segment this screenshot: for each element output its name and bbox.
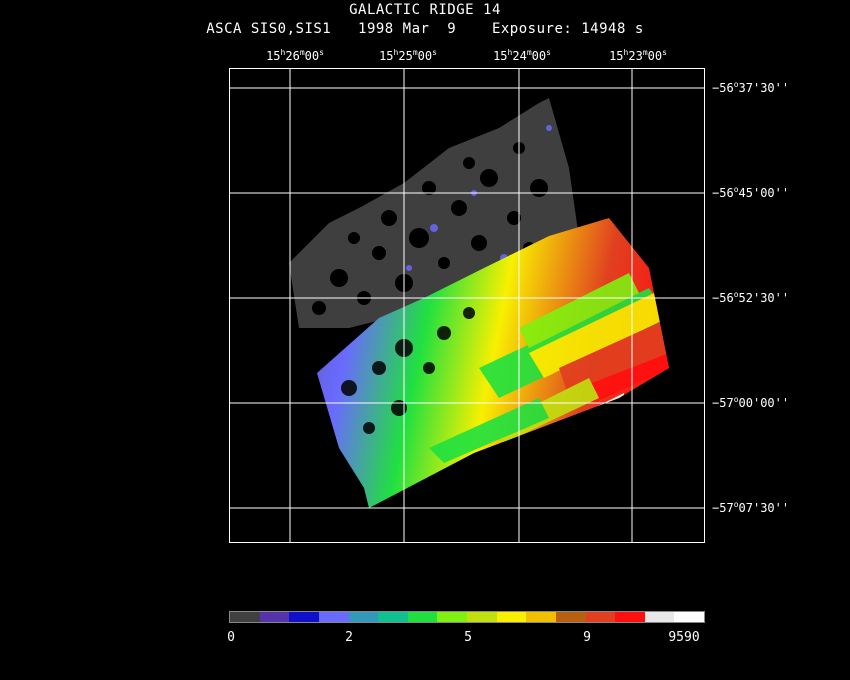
image-title: GALACTIC RIDGE 14	[349, 2, 501, 18]
dec-tick-label: −56o45'00''	[712, 185, 790, 200]
dec-tick-label: −57o07'30''	[712, 500, 790, 515]
plot-frame	[229, 68, 705, 543]
observation-subtitle: ASCA SIS0,SIS1 1998 Mar 9 Exposure: 1494…	[206, 21, 644, 37]
ra-tick-label: 15h24m00s	[493, 48, 551, 63]
colorbar-swatch	[585, 612, 616, 622]
colorbar-swatch	[615, 612, 645, 622]
dec-tick-label: −56o37'30''	[712, 80, 790, 95]
colorbar-swatch	[437, 612, 467, 622]
ra-tick-label: 15h23m00s	[609, 48, 667, 63]
colorbar-label: 9	[583, 630, 591, 645]
xray-image-plot	[229, 68, 705, 543]
dec-tick-label: −57o00'00''	[712, 395, 790, 410]
colorbar-swatch	[289, 612, 319, 622]
colorbar-swatch	[318, 612, 349, 622]
colorbar-swatch	[644, 612, 675, 622]
dec-tick-label: −56o52'30''	[712, 290, 790, 305]
colorbar-swatch	[496, 612, 527, 622]
colorbar-swatch	[467, 612, 497, 622]
colorbar-label: 9590	[668, 630, 700, 645]
colorbar-swatch	[407, 612, 438, 622]
colorbar-swatch	[555, 612, 586, 622]
colorbar-swatch	[230, 612, 260, 622]
colorbar-label: 0	[227, 630, 235, 645]
colorbar-swatch	[348, 612, 379, 622]
ra-tick-label: 15h26m00s	[266, 48, 324, 63]
colorbar-swatch	[259, 612, 290, 622]
colorbar-swatch	[526, 612, 556, 622]
colorbar	[229, 611, 705, 623]
colorbar-swatch	[674, 612, 704, 622]
ra-tick-label: 15h25m00s	[379, 48, 437, 63]
colorbar-swatch	[378, 612, 408, 622]
colorbar-label: 5	[464, 630, 472, 645]
colorbar-label: 2	[345, 630, 353, 645]
coordinate-grid	[229, 68, 705, 543]
